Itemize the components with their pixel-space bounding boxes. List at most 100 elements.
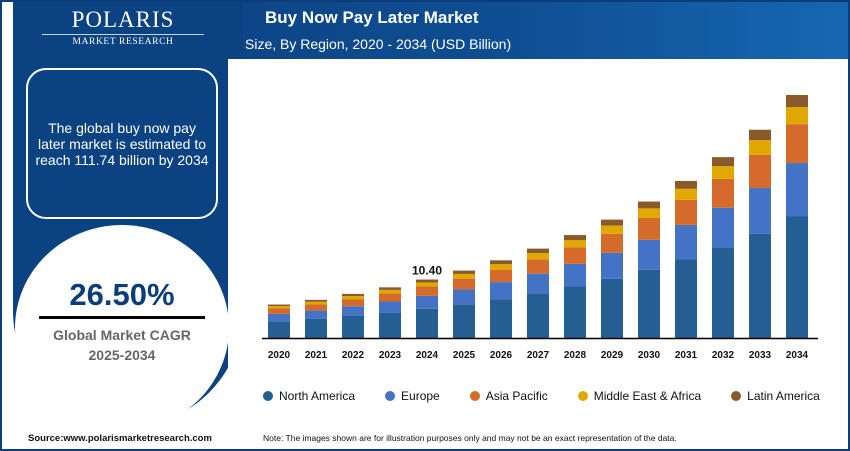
bar-latin-america-2032 [712, 157, 734, 167]
bar-asia-pacific-2022 [342, 299, 364, 307]
x-tick-label: 2029 [601, 350, 624, 361]
bar-middle-east-africa-2034 [786, 107, 808, 125]
x-tick-label: 2023 [379, 350, 402, 361]
bar-north-america-2030 [638, 269, 660, 338]
info-box: The global buy now pay later market is e… [26, 68, 218, 219]
bar-latin-america-2026 [490, 260, 512, 265]
bar-middle-east-africa-2022 [342, 296, 364, 300]
bar-asia-pacific-2024 [416, 286, 438, 296]
legend-label: Asia Pacific [485, 389, 548, 403]
bar-middle-east-africa-2028 [564, 240, 586, 248]
info-text: The global buy now pay later market is e… [35, 119, 209, 168]
bar-asia-pacific-2026 [490, 269, 512, 283]
legend-item: Middle East & Africa [577, 389, 702, 403]
note-text: Note: The images shown are for illustrat… [263, 433, 677, 443]
bar-north-america-2024 [416, 308, 438, 338]
bar-middle-east-africa-2024 [416, 282, 438, 287]
bar-middle-east-africa-2031 [675, 188, 697, 200]
bar-europe-2032 [712, 207, 734, 248]
x-tick-label: 2020 [268, 350, 291, 361]
bar-north-america-2028 [564, 286, 586, 338]
bar-north-america-2033 [749, 233, 771, 338]
legend-label: Middle East & Africa [593, 389, 702, 403]
bar-asia-pacific-2033 [749, 154, 771, 189]
bar-middle-east-africa-2021 [305, 301, 327, 305]
x-tick-label: 2022 [342, 350, 365, 361]
bar-latin-america-2029 [601, 219, 623, 226]
bar-asia-pacific-2028 [564, 247, 586, 264]
bar-north-america-2025 [453, 304, 475, 338]
bar-latin-america-2023 [379, 287, 401, 290]
bar-north-america-2021 [305, 318, 327, 338]
cagr-label: Global Market CAGR [53, 327, 191, 343]
bar-asia-pacific-2021 [305, 304, 327, 311]
bar-latin-america-2021 [305, 299, 327, 302]
bar-latin-america-2022 [342, 293, 364, 297]
bar-latin-america-2020 [268, 304, 290, 307]
x-tick-label: 2030 [638, 350, 661, 361]
bar-europe-2026 [490, 282, 512, 300]
bar-europe-2021 [305, 310, 327, 319]
bar-europe-2034 [786, 163, 808, 217]
legend-item: North America [263, 389, 355, 403]
legend-swatch [469, 391, 480, 401]
bar-asia-pacific-2034 [786, 124, 808, 164]
bar-asia-pacific-2020 [268, 308, 290, 314]
cagr-divider [39, 316, 205, 319]
bar-latin-america-2028 [564, 235, 586, 241]
bar-europe-2025 [453, 289, 475, 305]
bar-north-america-2029 [601, 278, 623, 338]
chart-title: Buy Now Pay Later Market [265, 8, 479, 27]
bar-europe-2027 [527, 273, 549, 294]
x-tick-label: 2021 [305, 350, 328, 361]
bar-latin-america-2027 [527, 248, 549, 254]
bar-latin-america-2030 [638, 201, 660, 209]
bar-europe-2033 [749, 188, 771, 234]
x-tick-label: 2028 [564, 350, 587, 361]
x-tick-label: 2026 [490, 350, 513, 361]
bar-north-america-2020 [268, 321, 290, 338]
bar-europe-2022 [342, 306, 364, 316]
source-text: Source:www.polarismarketresearch.com [28, 433, 212, 444]
polaris-logo: POLARIS MARKET RESEARCH [28, 8, 218, 47]
bar-europe-2024 [416, 295, 438, 309]
bar-north-america-2023 [379, 312, 401, 338]
bar-europe-2028 [564, 263, 586, 287]
bar-europe-2030 [638, 239, 660, 270]
bar-middle-east-africa-2030 [638, 208, 660, 218]
bar-middle-east-africa-2033 [749, 140, 771, 155]
legend-item: Asia Pacific [469, 389, 548, 403]
bar-asia-pacific-2025 [453, 278, 475, 290]
bar-north-america-2034 [786, 216, 808, 338]
legend-item: Europe [385, 389, 440, 403]
legend-swatch [577, 391, 588, 401]
cagr-circle: 26.50% Global Market CAGR 2025-2034 [15, 225, 229, 431]
bar-asia-pacific-2031 [675, 199, 697, 225]
bar-europe-2031 [675, 224, 697, 260]
bar-middle-east-africa-2020 [268, 306, 290, 309]
legend-swatch [731, 391, 742, 401]
x-tick-label: 2031 [675, 350, 698, 361]
x-tick-label: 2033 [749, 350, 772, 361]
bar-middle-east-africa-2026 [490, 264, 512, 270]
logo-name: POLARIS [71, 7, 175, 32]
bar-asia-pacific-2027 [527, 259, 549, 274]
bar-north-america-2026 [490, 299, 512, 338]
data-label-2024: 10.40 [412, 264, 442, 278]
chart-subtitle: Size, By Region, 2020 - 2034 (USD Billio… [245, 36, 512, 52]
bar-europe-2029 [601, 252, 623, 279]
x-tick-label: 2027 [527, 350, 550, 361]
bar-middle-east-africa-2032 [712, 166, 734, 179]
x-tick-label: 2024 [416, 350, 439, 361]
bar-north-america-2027 [527, 293, 549, 338]
bar-middle-east-africa-2029 [601, 225, 623, 234]
chart-area [228, 59, 848, 426]
bar-europe-2023 [379, 301, 401, 313]
x-tick-label: 2034 [786, 350, 809, 361]
bar-latin-america-2024 [416, 279, 438, 283]
bar-asia-pacific-2023 [379, 293, 401, 302]
bar-north-america-2031 [675, 259, 697, 338]
bar-asia-pacific-2032 [712, 178, 734, 208]
bar-latin-america-2025 [453, 270, 475, 274]
